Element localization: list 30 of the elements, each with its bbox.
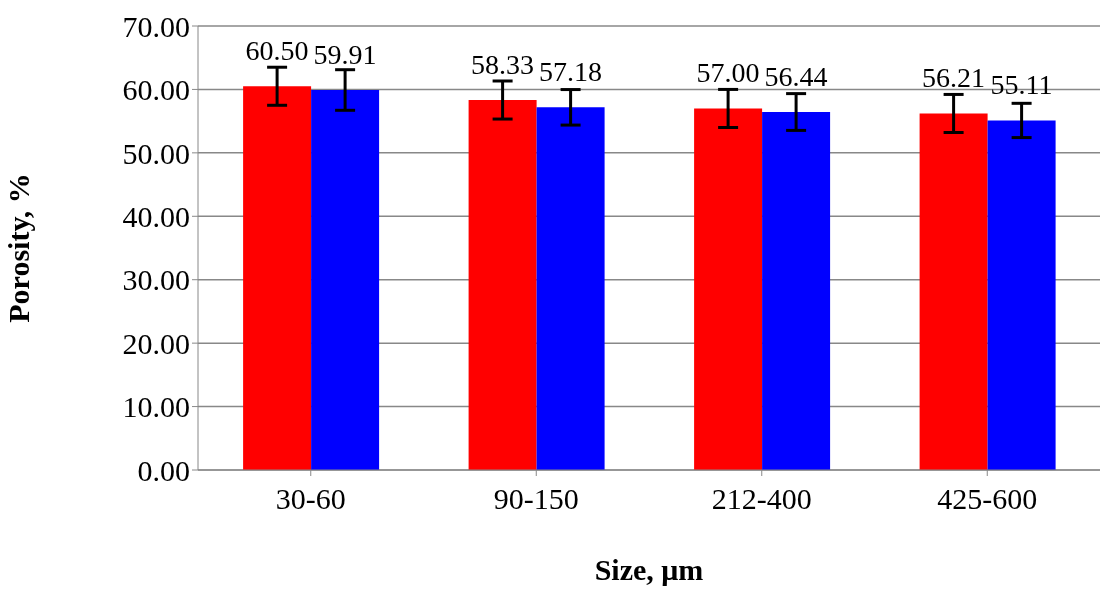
bar bbox=[311, 90, 380, 470]
bar bbox=[243, 86, 312, 470]
data-label: 57.18 bbox=[539, 56, 603, 88]
data-label: 56.21 bbox=[922, 62, 986, 94]
data-label: 59.91 bbox=[313, 39, 377, 70]
bar bbox=[536, 107, 605, 470]
bar bbox=[694, 108, 763, 470]
data-label: 55.11 bbox=[990, 69, 1053, 101]
data-label: 58.33 bbox=[471, 49, 535, 81]
y-tick-label: 0.00 bbox=[137, 453, 190, 487]
y-tick-label: 10.00 bbox=[122, 390, 190, 424]
x-tick-label: 90-150 bbox=[493, 482, 579, 516]
bar bbox=[762, 112, 831, 470]
bar bbox=[468, 100, 537, 470]
data-label: 60.50 bbox=[245, 35, 309, 67]
data-label: 56.44 bbox=[764, 61, 828, 93]
y-tick-label: 50.00 bbox=[122, 136, 190, 170]
x-axis-title: Size, μm bbox=[594, 553, 704, 586]
y-tick-label: 20.00 bbox=[122, 326, 190, 360]
bar bbox=[919, 113, 988, 470]
y-tick-label: 60.00 bbox=[122, 73, 190, 107]
y-tick-label: 30.00 bbox=[122, 263, 190, 297]
bar bbox=[987, 120, 1056, 470]
x-tick-label: 30-60 bbox=[275, 482, 346, 516]
x-tick-label: 425-600 bbox=[937, 482, 1038, 516]
data-label: 57.00 bbox=[696, 57, 760, 89]
y-axis-title: Porosity, % bbox=[1, 173, 35, 323]
x-tick-label: 212-400 bbox=[711, 482, 812, 516]
y-tick-label: 70.00 bbox=[122, 9, 190, 43]
y-tick-label: 40.00 bbox=[122, 199, 190, 233]
